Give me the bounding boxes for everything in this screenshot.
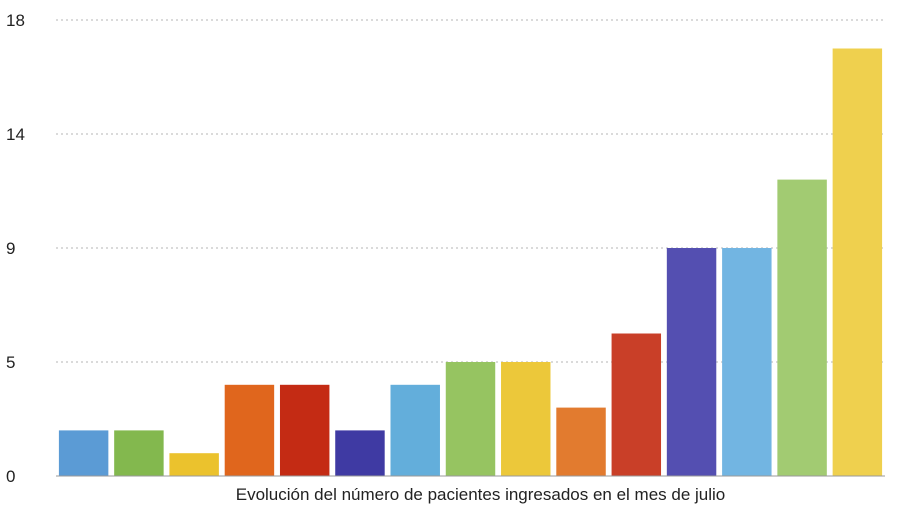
- bar-11: [611, 333, 662, 476]
- bar-14: [777, 179, 827, 476]
- bar-15: [832, 48, 883, 476]
- bar-1: [58, 430, 109, 476]
- y-tick-label-14: 14: [6, 125, 25, 144]
- bar-5: [279, 384, 330, 476]
- bar-13: [722, 248, 772, 476]
- bars: [58, 48, 883, 476]
- bar-10: [556, 407, 606, 476]
- x-axis-title: Evolución del número de pacientes ingres…: [236, 485, 726, 504]
- bar-9: [501, 362, 551, 476]
- bar-8: [445, 362, 496, 476]
- bar-12: [666, 248, 717, 476]
- bar-4: [224, 384, 275, 476]
- y-tick-label-18: 18: [6, 11, 25, 30]
- bar-3: [169, 453, 219, 476]
- y-axis-ticks: 0 5 9 14 18: [6, 11, 25, 486]
- y-tick-label-0: 0: [6, 467, 15, 486]
- y-tick-label-5: 5: [6, 353, 15, 372]
- bar-7: [390, 384, 440, 476]
- y-tick-label-9: 9: [6, 239, 15, 258]
- bar-6: [335, 430, 385, 476]
- bar-2: [114, 430, 164, 476]
